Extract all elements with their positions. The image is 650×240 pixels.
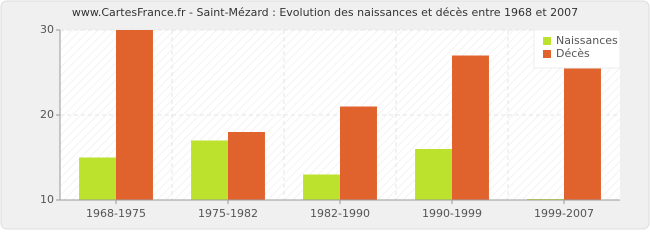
bar — [452, 55, 489, 200]
x-tick-label: 1975-1982 — [198, 207, 258, 220]
legend-label: Décès — [556, 47, 590, 60]
legend-swatch — [543, 37, 551, 45]
chart-title: www.CartesFrance.fr - Saint-Mézard : Evo… — [72, 6, 578, 19]
bar — [116, 30, 153, 200]
chart: www.CartesFrance.fr - Saint-Mézard : Evo… — [0, 0, 650, 230]
bar — [340, 106, 377, 200]
bar — [415, 149, 452, 200]
legend-label: Naissances — [556, 34, 618, 47]
bar — [79, 157, 116, 200]
x-tick-label: 1968-1975 — [86, 207, 146, 220]
bar — [303, 174, 340, 200]
y-tick-label: 30 — [40, 23, 54, 36]
bar — [191, 140, 228, 200]
legend-box — [533, 29, 621, 69]
bar — [564, 64, 601, 200]
y-tick-label: 20 — [40, 108, 54, 121]
x-tick-label: 1982-1990 — [310, 207, 370, 220]
x-tick-label: 1990-1999 — [422, 207, 482, 220]
x-tick-label: 1999-2007 — [534, 207, 594, 220]
y-tick-label: 10 — [40, 193, 54, 206]
legend-swatch — [543, 50, 551, 58]
bar — [228, 132, 265, 200]
